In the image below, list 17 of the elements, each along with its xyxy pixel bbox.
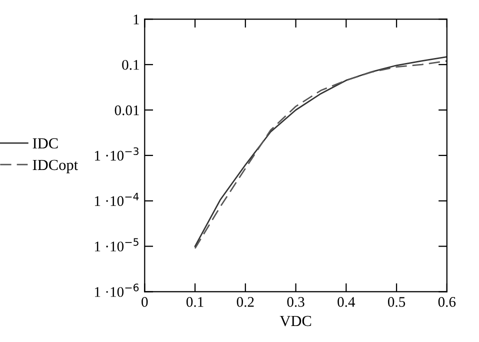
y-tick-label: 1 ·10$^{−6}$ <box>94 284 139 297</box>
x-tick-label: 0.3 <box>287 297 304 307</box>
y-tick-label: 1 ·10$^{−3}$ <box>94 147 138 161</box>
y-tick-label: 1 <box>134 14 139 24</box>
x-tick-label: 0.2 <box>236 297 254 307</box>
legend-label: IDCopt <box>32 160 78 174</box>
x-axis-title: VDC <box>280 316 312 326</box>
y-tick-label: 1 ·10$^{−4}$ <box>94 192 139 206</box>
x-tick-label: 0 <box>142 297 148 307</box>
x-tick-label: 0.4 <box>338 297 356 307</box>
x-tick-label: 0.5 <box>388 297 406 307</box>
y-tick-label: 1 ·10$^{−5}$ <box>94 238 138 252</box>
y-tick-label: 0.1 <box>122 60 139 70</box>
legend-label: IDC <box>32 138 58 149</box>
x-tick-label: 0.1 <box>186 297 204 307</box>
x-tick-label: 0.6 <box>438 297 456 307</box>
y-tick-label: 0.01 <box>114 105 139 116</box>
